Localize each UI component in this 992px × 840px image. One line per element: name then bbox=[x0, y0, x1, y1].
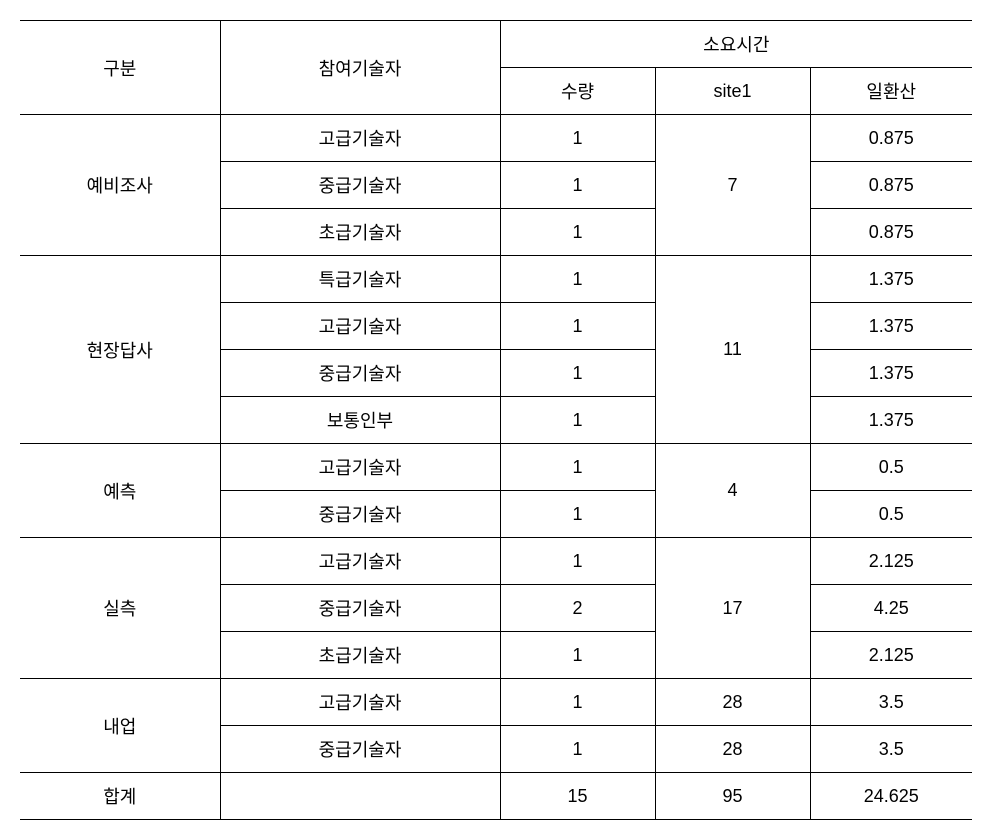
qty-cell: 1 bbox=[500, 256, 655, 303]
total-site1: 95 bbox=[655, 773, 810, 820]
site1-cell: 28 bbox=[655, 726, 810, 773]
header-tech: 참여기술자 bbox=[220, 21, 500, 115]
qty-cell: 1 bbox=[500, 679, 655, 726]
tech-cell: 고급기술자 bbox=[220, 115, 500, 162]
tech-cell: 고급기술자 bbox=[220, 538, 500, 585]
qty-cell: 1 bbox=[500, 303, 655, 350]
tech-cell: 중급기술자 bbox=[220, 350, 500, 397]
group-label: 예측 bbox=[20, 444, 220, 538]
tech-cell: 중급기술자 bbox=[220, 162, 500, 209]
qty-cell: 1 bbox=[500, 538, 655, 585]
total-tech bbox=[220, 773, 500, 820]
qty-cell: 1 bbox=[500, 397, 655, 444]
tech-cell: 고급기술자 bbox=[220, 444, 500, 491]
tech-cell: 특급기술자 bbox=[220, 256, 500, 303]
group-label: 현장답사 bbox=[20, 256, 220, 444]
conv-cell: 3.5 bbox=[810, 726, 972, 773]
total-row: 합계 15 95 24.625 bbox=[20, 773, 972, 820]
tech-cell: 초급기술자 bbox=[220, 209, 500, 256]
header-qty: 수량 bbox=[500, 68, 655, 115]
qty-cell: 1 bbox=[500, 350, 655, 397]
conv-cell: 0.875 bbox=[810, 162, 972, 209]
group-label: 예비조사 bbox=[20, 115, 220, 256]
total-qty: 15 bbox=[500, 773, 655, 820]
conv-cell: 2.125 bbox=[810, 538, 972, 585]
header-site1: site1 bbox=[655, 68, 810, 115]
tech-cell: 고급기술자 bbox=[220, 303, 500, 350]
technician-time-table: 구분 참여기술자 소요시간 수량 site1 일환산 예비조사 고급기술자 1 … bbox=[20, 20, 972, 820]
tech-cell: 고급기술자 bbox=[220, 679, 500, 726]
total-label: 합계 bbox=[20, 773, 220, 820]
qty-cell: 1 bbox=[500, 115, 655, 162]
conv-cell: 1.375 bbox=[810, 397, 972, 444]
qty-cell: 1 bbox=[500, 726, 655, 773]
conv-cell: 3.5 bbox=[810, 679, 972, 726]
total-conv: 24.625 bbox=[810, 773, 972, 820]
table-row: 현장답사 특급기술자 1 11 1.375 bbox=[20, 256, 972, 303]
conv-cell: 0.875 bbox=[810, 209, 972, 256]
header-conv: 일환산 bbox=[810, 68, 972, 115]
conv-cell: 0.5 bbox=[810, 444, 972, 491]
conv-cell: 1.375 bbox=[810, 303, 972, 350]
conv-cell: 4.25 bbox=[810, 585, 972, 632]
tech-cell: 초급기술자 bbox=[220, 632, 500, 679]
conv-cell: 2.125 bbox=[810, 632, 972, 679]
table-row: 실측 고급기술자 1 17 2.125 bbox=[20, 538, 972, 585]
site1-cell: 11 bbox=[655, 256, 810, 444]
qty-cell: 1 bbox=[500, 632, 655, 679]
table-row: 예측 고급기술자 1 4 0.5 bbox=[20, 444, 972, 491]
qty-cell: 1 bbox=[500, 209, 655, 256]
tech-cell: 중급기술자 bbox=[220, 726, 500, 773]
group-label: 내업 bbox=[20, 679, 220, 773]
site1-cell: 4 bbox=[655, 444, 810, 538]
group-label: 실측 bbox=[20, 538, 220, 679]
qty-cell: 1 bbox=[500, 491, 655, 538]
tech-cell: 중급기술자 bbox=[220, 491, 500, 538]
site1-cell: 7 bbox=[655, 115, 810, 256]
conv-cell: 0.875 bbox=[810, 115, 972, 162]
header-gubun: 구분 bbox=[20, 21, 220, 115]
qty-cell: 2 bbox=[500, 585, 655, 632]
conv-cell: 1.375 bbox=[810, 350, 972, 397]
site1-cell: 17 bbox=[655, 538, 810, 679]
conv-cell: 0.5 bbox=[810, 491, 972, 538]
tech-cell: 중급기술자 bbox=[220, 585, 500, 632]
table-row: 예비조사 고급기술자 1 7 0.875 bbox=[20, 115, 972, 162]
header-time-group: 소요시간 bbox=[500, 21, 972, 68]
table-body: 예비조사 고급기술자 1 7 0.875 중급기술자 1 0.875 초급기술자… bbox=[20, 115, 972, 820]
table-row: 내업 고급기술자 1 28 3.5 bbox=[20, 679, 972, 726]
qty-cell: 1 bbox=[500, 162, 655, 209]
conv-cell: 1.375 bbox=[810, 256, 972, 303]
tech-cell: 보통인부 bbox=[220, 397, 500, 444]
site1-cell: 28 bbox=[655, 679, 810, 726]
qty-cell: 1 bbox=[500, 444, 655, 491]
table-header: 구분 참여기술자 소요시간 수량 site1 일환산 bbox=[20, 21, 972, 115]
